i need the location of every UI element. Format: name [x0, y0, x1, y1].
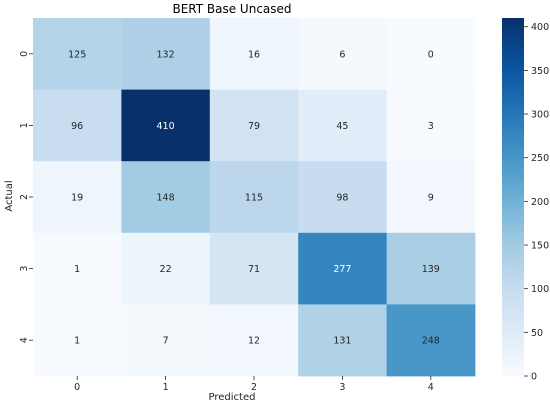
y-tick-label-2: 2	[19, 194, 30, 200]
cell-value-r3-c1: 22	[160, 264, 172, 275]
heatmap-cell-r4-c1	[121, 304, 211, 377]
cell-value-r1-c0: 96	[71, 121, 83, 132]
cell-value-r4-c2: 12	[248, 336, 260, 347]
cell-value-r1-c3: 45	[336, 121, 348, 132]
cell-value-r2-c4: 9	[428, 193, 434, 204]
cell-value-r0-c2: 16	[248, 49, 260, 60]
colorbar-tick-label-3: 150	[531, 241, 549, 252]
heatmap-cell-r4-c3	[298, 304, 387, 377]
x-tick-label-0: 0	[74, 382, 80, 393]
heatmap-cell-r2-c0	[33, 161, 122, 234]
cell-value-r2-c1: 148	[157, 193, 175, 204]
heatmap-cell-r0-c1	[121, 18, 211, 90]
colorbar-tick-label-1: 50	[531, 328, 543, 339]
y-axis-label: Actual	[4, 180, 15, 211]
y-tick-label-3: 3	[19, 266, 30, 272]
cell-value-r2-c2: 115	[245, 193, 263, 204]
heatmap-cell-r3-c4	[386, 232, 476, 305]
cell-value-r3-c4: 139	[422, 264, 440, 275]
heatmap-cell-r2-c4	[386, 161, 476, 234]
heatmap-cell-r0-c0	[33, 18, 122, 90]
cell-value-r4-c3: 131	[333, 336, 351, 347]
x-axis-label: Predicted	[209, 392, 256, 403]
heatmap-cell-r3-c3	[298, 232, 387, 305]
y-tick-label-1: 1	[19, 122, 30, 128]
colorbar-tick-label-6: 300	[531, 110, 549, 121]
cell-value-r0-c4: 0	[428, 49, 434, 60]
colorbar-tick-label-5: 250	[531, 153, 549, 164]
cell-value-r2-c0: 19	[71, 193, 83, 204]
cell-value-r1-c1: 410	[157, 121, 175, 132]
cell-value-r3-c3: 277	[333, 264, 351, 275]
heatmap-cell-r4-c4	[386, 304, 476, 377]
colorbar-tick-label-0: 0	[531, 372, 537, 383]
heatmap-cell-r4-c2	[209, 304, 299, 377]
cell-value-r4-c1: 7	[163, 336, 169, 347]
x-tick-label-4: 4	[428, 382, 434, 393]
cell-value-r2-c3: 98	[336, 193, 348, 204]
heatmap-cell-r1-c3	[298, 89, 387, 162]
colorbar-tick-label-4: 200	[531, 197, 549, 208]
heatmap-cell-r1-c0	[33, 89, 122, 162]
heatmap-cell-r2-c1	[121, 161, 211, 234]
cell-value-r3-c2: 71	[248, 264, 260, 275]
cell-value-r4-c4: 248	[422, 336, 440, 347]
heatmap-cell-r3-c1	[121, 232, 211, 305]
heatmap-cell-r1-c1	[121, 89, 211, 162]
cell-value-r1-c2: 79	[248, 121, 260, 132]
heatmap-cell-r0-c3	[298, 18, 387, 90]
heatmap-cell-r3-c2	[209, 232, 299, 305]
colorbar-tick-label-7: 350	[531, 66, 549, 77]
cell-value-r3-c0: 1	[74, 264, 80, 275]
heatmap-cell-r2-c2	[209, 161, 299, 234]
heatmap-cell-r0-c2	[209, 18, 299, 90]
cell-value-r0-c1: 132	[157, 49, 175, 60]
x-tick-label-3: 3	[339, 382, 345, 393]
cell-value-r0-c0: 125	[68, 49, 86, 60]
chart-title: BERT Base Uncased	[172, 2, 291, 16]
heatmap-cell-r0-c4	[386, 18, 476, 90]
heatmap-cell-r4-c0	[33, 304, 122, 377]
heatmap-cell-r1-c2	[209, 89, 299, 162]
y-tick-label-4: 4	[19, 337, 30, 343]
colorbar-tick-label-2: 100	[531, 284, 549, 295]
x-tick-label-1: 1	[163, 382, 169, 393]
cell-value-r4-c0: 1	[74, 336, 80, 347]
colorbar-tick-label-8: 400	[531, 22, 549, 33]
x-tick-label-2: 2	[251, 382, 257, 393]
colorbar	[502, 18, 524, 376]
cell-value-r1-c4: 3	[428, 121, 434, 132]
heatmap-cell-r1-c4	[386, 89, 476, 162]
heatmap-cell-r3-c0	[33, 232, 122, 305]
cell-value-r0-c3: 6	[339, 49, 345, 60]
y-tick-label-0: 0	[19, 51, 30, 57]
heatmap-cell-r2-c3	[298, 161, 387, 234]
